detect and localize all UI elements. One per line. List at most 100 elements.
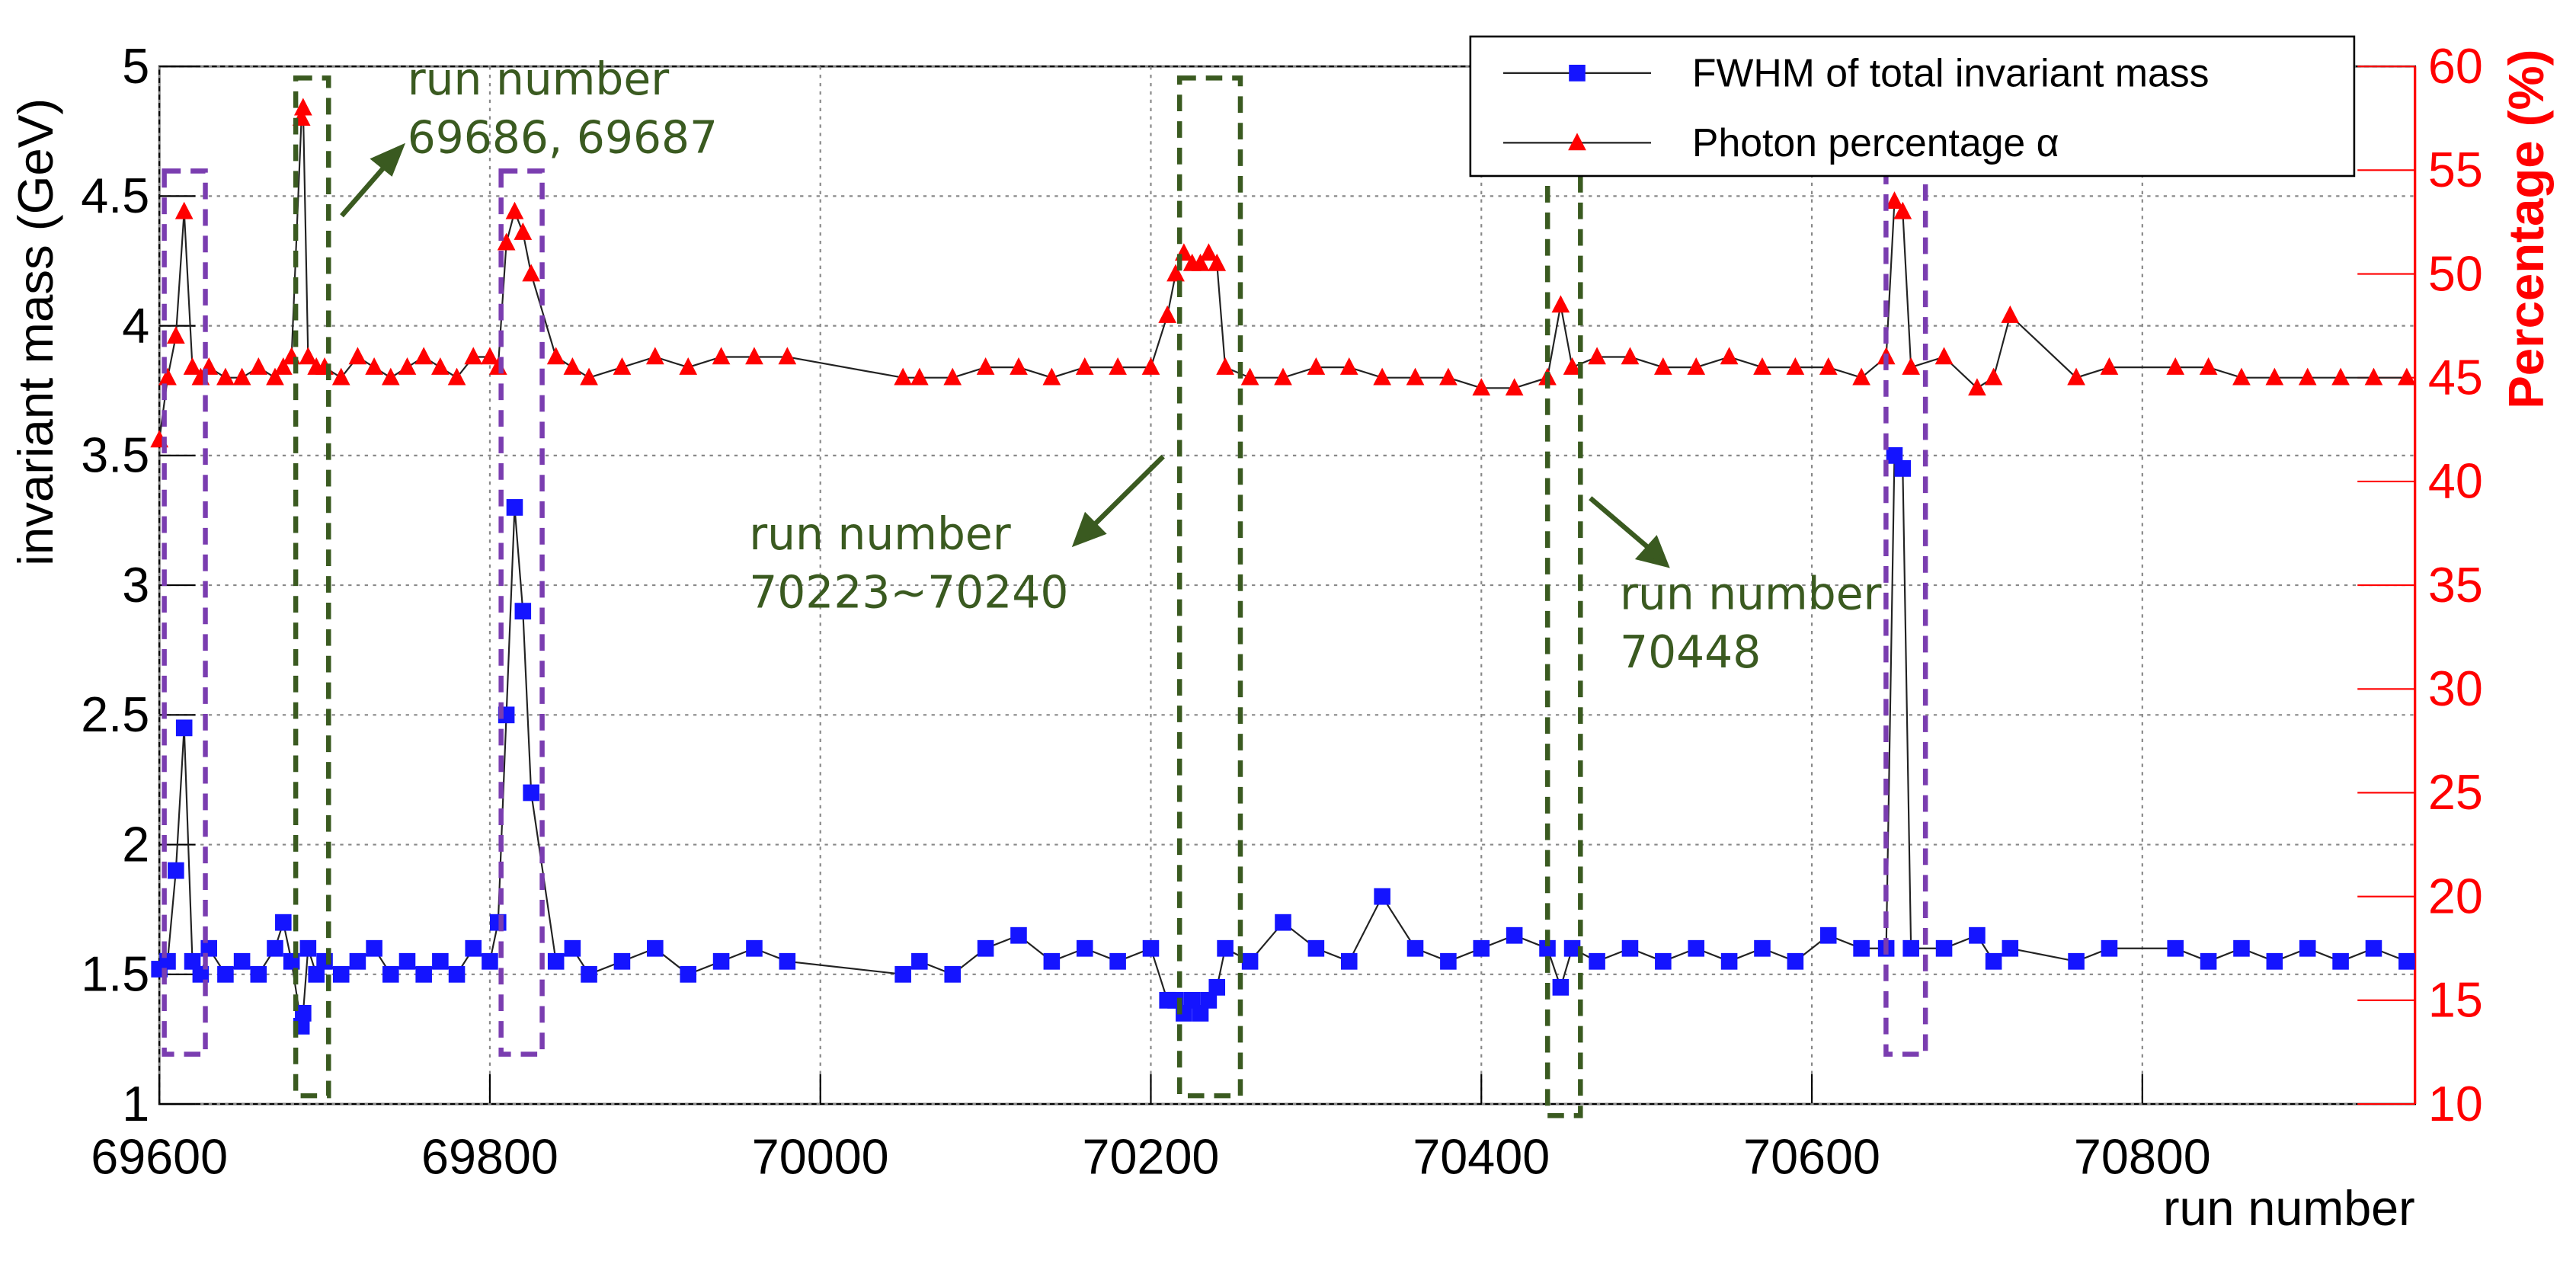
- data-point: [523, 784, 539, 802]
- data-point: [1563, 939, 1581, 957]
- data-point: [2001, 305, 2020, 323]
- annotation: run number: [408, 53, 670, 105]
- data-point: [1192, 1004, 1209, 1022]
- annotation: 70448: [1620, 626, 1761, 678]
- legend: FWHM of total invariant mass Photon perc…: [1469, 35, 2356, 178]
- data-point: [1199, 243, 1218, 261]
- data-point: [647, 939, 664, 957]
- data-point: [1473, 939, 1490, 957]
- data-point: [349, 952, 366, 970]
- series-line: [158, 453, 2408, 1027]
- data-point: [1307, 939, 1325, 957]
- highlight-box: [293, 75, 331, 1099]
- data-point: [2199, 357, 2218, 375]
- data-point: [200, 357, 219, 375]
- data-point: [1985, 952, 2002, 970]
- y2-tick-label: 50: [2428, 245, 2483, 301]
- data-point: [2167, 939, 2184, 957]
- data-point: [1935, 939, 1953, 957]
- data-point: [679, 357, 698, 375]
- data-point: [1563, 357, 1582, 375]
- arrow: [1589, 496, 1656, 555]
- highlight-box: [1176, 75, 1243, 1099]
- data-point: [299, 347, 318, 365]
- data-point: [2266, 952, 2283, 970]
- data-point: [514, 222, 533, 240]
- data-point: [1406, 939, 1424, 957]
- data-point: [398, 952, 416, 970]
- y-tick-label: 4: [122, 297, 149, 353]
- y2-tick-label: 45: [2428, 349, 2483, 405]
- data-point: [514, 603, 532, 620]
- data-point: [778, 347, 797, 365]
- y-tick-label: 5: [122, 38, 149, 94]
- data-point: [464, 347, 483, 365]
- annotation: 70223~70240: [749, 566, 1068, 618]
- data-point: [166, 326, 185, 344]
- data-point: [1787, 952, 1804, 970]
- data-point: [1894, 459, 1912, 477]
- data-point: [2299, 939, 2316, 957]
- data-point: [266, 367, 284, 386]
- data-point: [1191, 253, 1210, 271]
- data-point: [1934, 347, 1954, 365]
- data-point: [977, 939, 994, 957]
- data-point: [232, 367, 251, 386]
- data-point: [1274, 367, 1292, 386]
- data-point: [1588, 347, 1606, 365]
- data-point: [943, 367, 962, 386]
- data-point: [1621, 347, 1640, 365]
- data-point: [894, 367, 913, 386]
- y2-tick-label: 60: [2428, 38, 2483, 94]
- data-point: [2166, 357, 2185, 375]
- legend-marker: [1568, 133, 1586, 151]
- arrow-head: [1071, 511, 1107, 548]
- data-point: [2397, 367, 2416, 386]
- data-point: [746, 939, 763, 957]
- y-tick-label: 4.5: [81, 168, 149, 223]
- data-point: [1076, 939, 1093, 957]
- data-point: [1240, 367, 1259, 386]
- data-point: [1853, 939, 1870, 957]
- data-point: [1653, 357, 1672, 375]
- data-point: [497, 232, 516, 251]
- y2-tick-label: 35: [2428, 557, 2483, 613]
- data-point: [398, 357, 417, 375]
- data-point: [522, 264, 541, 282]
- data-point: [1621, 939, 1639, 957]
- data-point: [1010, 357, 1028, 375]
- data-point: [2002, 939, 2019, 957]
- data-point: [482, 952, 498, 970]
- data-point: [1307, 357, 1326, 375]
- data-point: [465, 939, 482, 957]
- data-point: [295, 1004, 312, 1022]
- data-point: [1551, 295, 1570, 313]
- data-point: [1374, 888, 1390, 905]
- y2-tick-label: 30: [2428, 661, 2483, 716]
- data-point: [1439, 367, 1458, 386]
- data-point: [1166, 264, 1185, 282]
- data-point: [2233, 939, 2250, 957]
- data-point: [274, 357, 293, 375]
- data-point: [168, 862, 184, 879]
- data-point: [2265, 367, 2284, 386]
- y2-tick-label: 20: [2428, 868, 2483, 923]
- data-point: [447, 367, 466, 386]
- data-point: [1902, 357, 1921, 375]
- data-point: [613, 357, 632, 375]
- data-point: [1109, 952, 1126, 970]
- y-tick-label: 2: [122, 816, 149, 872]
- data-point: [1208, 978, 1226, 996]
- data-point: [2100, 357, 2119, 375]
- data-point: [233, 952, 251, 970]
- data-point: [1819, 926, 1837, 944]
- data-point: [581, 965, 597, 983]
- data-point: [1852, 367, 1870, 386]
- x-axis-label: run number: [2163, 1180, 2415, 1236]
- data-point: [348, 347, 367, 365]
- data-point: [1968, 378, 1986, 396]
- data-point: [2364, 367, 2383, 386]
- y2-tick-label: 25: [2428, 764, 2483, 820]
- data-point: [580, 367, 598, 386]
- legend-box: [1469, 35, 2356, 178]
